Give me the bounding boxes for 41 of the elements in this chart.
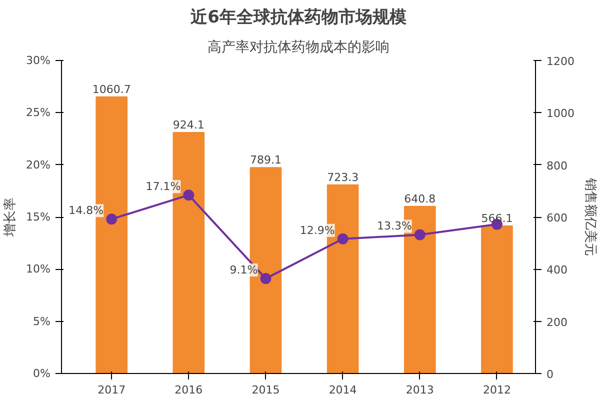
data-label: 14.8% [68, 204, 104, 218]
point [260, 273, 272, 284]
y-tick-label: 0% [33, 367, 50, 380]
x-tick-label: 2014 [328, 384, 357, 396]
data-label: 566.1 [481, 212, 513, 225]
y-tick-label: 25% [26, 106, 51, 120]
y-tick-label: 5% [33, 314, 50, 328]
y-tick-label: 10% [26, 262, 51, 276]
y2-tick-label: 0 [546, 368, 554, 381]
x-tick-label: 2017 [98, 384, 126, 396]
y2-axis-title: 销售额亿美元 [582, 177, 598, 256]
data-label: 789.1 [250, 154, 282, 167]
bar [481, 225, 513, 374]
y2-tick-label: 400 [546, 264, 568, 277]
data-label: 723.3 [327, 170, 359, 184]
x-tick-label: 2015 [252, 384, 280, 396]
x-tick-label: 2016 [174, 384, 203, 396]
y2-tick-label: 1000 [546, 107, 574, 120]
x-tick-label: 2012 [482, 384, 511, 396]
text: 高产率对抗体药物成本的影响 [208, 40, 390, 56]
data-label: 640.8 [404, 192, 436, 206]
y2-tick-label: 600 [546, 212, 568, 224]
point [337, 233, 348, 244]
y-tick-label: 20% [26, 158, 51, 172]
y2-tick-label: 800 [546, 159, 568, 172]
y-tick-label: 30% [26, 54, 51, 67]
data-label: 17.1% [146, 180, 181, 194]
data-label: 9.1% [230, 264, 258, 277]
point [414, 229, 426, 240]
x-tick-label: 2013 [406, 384, 434, 396]
data-label: 13.3% [376, 220, 412, 233]
y2-tick-label: 1200 [546, 55, 574, 68]
y2-tick-label: 200 [546, 316, 568, 329]
point [106, 214, 118, 225]
chart-title: 近6年全球抗体药物市场规模 [190, 8, 406, 28]
y-tick-label: 15% [26, 210, 51, 224]
y-axis-title: 增长率 [2, 198, 18, 238]
point [183, 190, 194, 201]
data-label: 1060.7 [92, 82, 131, 96]
data-label: 924.1 [172, 118, 204, 132]
data-label: 12.9% [300, 224, 335, 237]
